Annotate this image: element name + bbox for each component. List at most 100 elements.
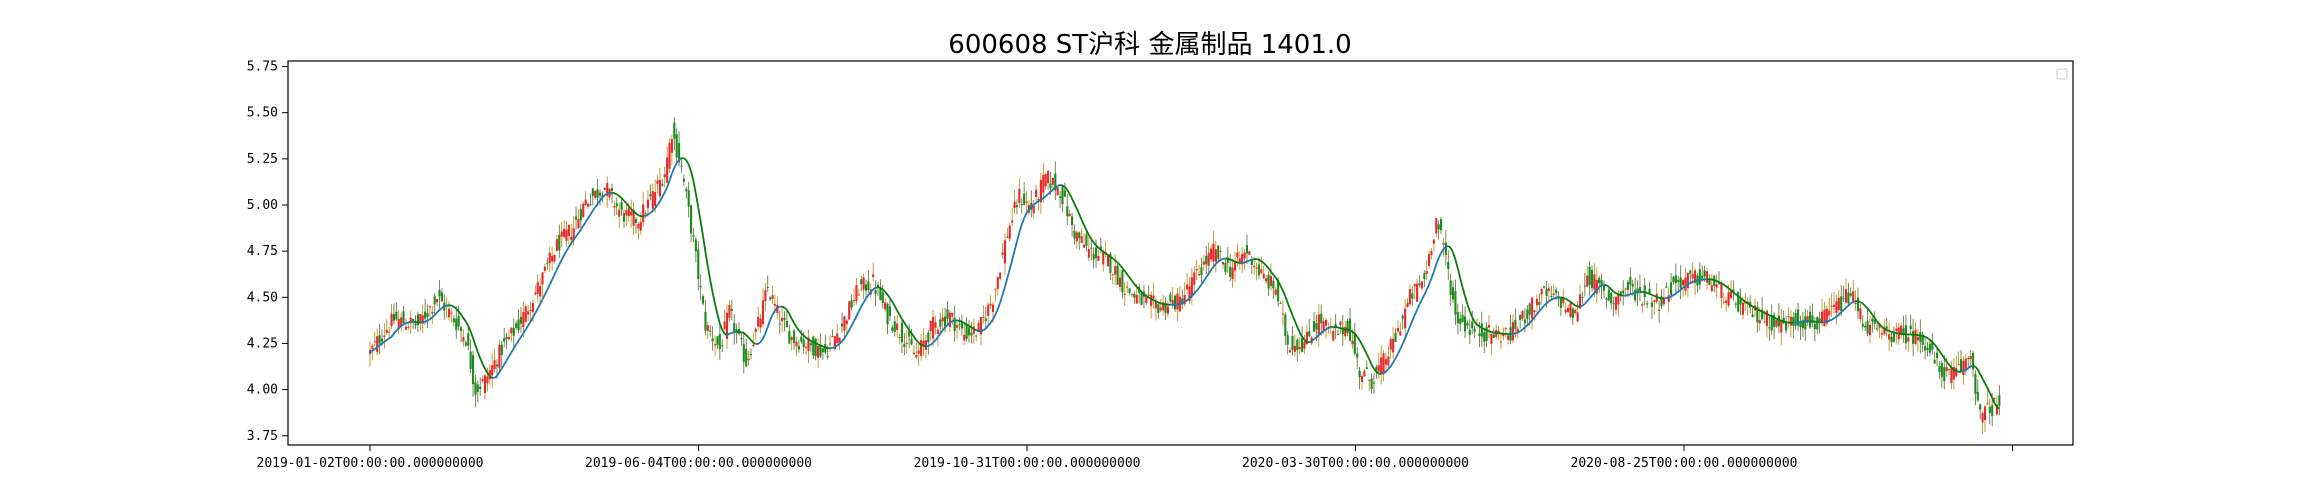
ma-segment [476,351,482,359]
candle-body [1284,314,1287,336]
candle-body [1219,250,1222,252]
candle-body [1991,405,1994,416]
ma-segment [1394,353,1399,359]
ma-segment [1404,332,1409,339]
candle-body [1756,306,1759,323]
candle-body [1226,257,1229,263]
candle-body [1890,336,1893,343]
candle-body [1198,274,1201,276]
candle-body [1332,331,1335,341]
candle-body [802,339,805,348]
ma-segment [1193,290,1198,295]
ma-segment [422,320,426,324]
candle-body [1186,284,1189,290]
ma-segment [1301,336,1306,341]
ma-segment [968,325,972,329]
ma-segment [1874,317,1878,323]
candle-body [1545,289,1548,296]
ma-segment [1265,264,1270,269]
candle-body [1387,356,1390,366]
ma-segment [1030,204,1035,208]
candle-body [1013,201,1016,209]
ma-segment [1006,268,1011,279]
ma-segment [1076,208,1081,215]
candle-body [1720,282,1723,299]
ma-segment [1742,299,1746,303]
candle-body [1650,302,1653,307]
ma-segment [1950,366,1955,371]
ma-segment [1687,282,1691,286]
candle-body [378,335,381,344]
candle-body [634,218,638,223]
ma-segment [706,266,712,281]
candle-body [1404,308,1407,329]
ma-segment [1409,320,1414,327]
candle-body [1885,326,1888,329]
candle-body [840,323,844,327]
ma-segment [1020,217,1025,225]
ma-segment [1468,311,1474,318]
ma-segment [1049,188,1054,193]
ma-segment [1783,320,1787,324]
ma-segment [1548,299,1552,303]
candle-body [1782,317,1785,324]
candle-body [1262,274,1265,279]
candle-body [1507,335,1510,340]
x-tick-label: 2019-06-04T00:00:00.000000000 [585,456,812,471]
ma-segment [465,321,470,327]
candle-body [1667,295,1670,302]
candle-body [1873,319,1876,324]
candle-body [718,334,721,350]
ma-segment [1399,343,1404,350]
legend-box [2056,68,2068,80]
candle-body [1176,293,1179,310]
candle-body [1715,284,1718,288]
candle-body [1255,267,1258,269]
candle-body [433,296,436,305]
ma-segment [1486,329,1490,333]
candle-body [654,192,657,207]
candle-body [579,209,582,221]
candle-body [1933,359,1936,364]
candle-body [922,340,925,346]
candle-body [1619,291,1622,296]
ma-segment [472,337,477,346]
candle-body [1334,323,1337,327]
ma-segment [1744,300,1749,305]
candle-body [752,345,755,347]
candle-body [555,239,558,252]
candle-body [1912,331,1915,344]
ma-segment [1416,304,1421,311]
candle-body [723,321,726,330]
ma-segment [939,329,944,335]
ma-segment [513,344,517,349]
candle-body [1133,293,1136,298]
ma-segment [697,207,702,222]
ma-segment [1866,307,1871,313]
ma-segment [1771,315,1775,319]
candle-body [1183,294,1186,305]
chart-title: 600608 ST沪科 金属制品 1401.0 [948,30,1352,60]
ma-segment [503,360,508,366]
ma-segment [989,318,994,324]
candle-body [455,318,458,331]
candle-body [1428,254,1431,266]
candle-body [1775,320,1778,327]
candle-body [1054,173,1057,191]
ma-segment [1988,392,1993,399]
candle-body [1564,309,1567,313]
ma-segment [1835,313,1840,318]
ma-segment [1356,336,1361,341]
ma-segment [1279,285,1284,292]
ma-segment [1035,200,1040,204]
candle-body [795,341,798,347]
ma-segment [1735,293,1739,297]
ma-segment [1294,320,1299,328]
ma-segment [1694,279,1698,282]
ma-segment [587,213,592,219]
candle-body [1571,308,1574,318]
ma-segment [1179,302,1183,305]
candle-body [1406,302,1409,308]
ma-segment [1754,307,1758,310]
candle-body [994,288,997,290]
